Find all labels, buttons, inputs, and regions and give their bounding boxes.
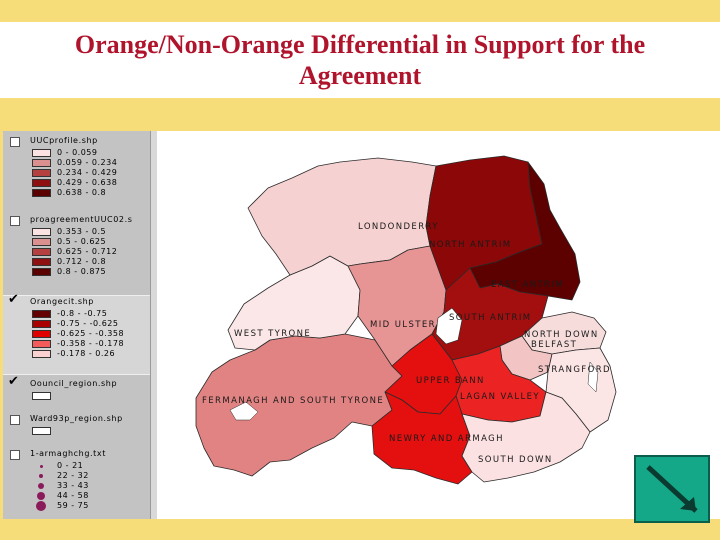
layer-uucprofile[interactable]: UUCprofile.shp 0 - 0.059 0.059 - 0.234 0… bbox=[3, 135, 150, 198]
layer-armaghchg[interactable]: 1-armaghchg.txt 0 - 21 22 - 32 33 - 43 4… bbox=[3, 448, 150, 511]
legend-panel: UUCprofile.shp 0 - 0.059 0.059 - 0.234 0… bbox=[3, 131, 151, 519]
slide-nav-button[interactable] bbox=[634, 455, 710, 523]
legend-class: 0.059 - 0.234 bbox=[32, 158, 150, 168]
legend-swatch bbox=[32, 340, 51, 348]
legend-dot-class: 22 - 32 bbox=[32, 471, 150, 481]
layer-ward93p-region[interactable]: Ward93p_region.shp bbox=[3, 413, 150, 436]
layer-visibility-checkbox[interactable] bbox=[10, 415, 20, 425]
legend-class bbox=[32, 391, 150, 401]
lough-neagh bbox=[435, 307, 463, 345]
map-canvas: LONDONDERRY NORTH ANTRIM EAST ANTRIM SOU… bbox=[195, 155, 617, 485]
legend-class: -0.625 - -0.358 bbox=[32, 329, 150, 339]
region-south-down bbox=[461, 391, 591, 483]
legend-class: -0.8 - -0.75 bbox=[32, 309, 150, 319]
legend-swatch bbox=[32, 310, 51, 318]
legend-dot-class: 33 - 43 bbox=[32, 481, 150, 491]
dot-symbol bbox=[39, 474, 43, 478]
legend-swatch bbox=[32, 159, 51, 167]
legend-class bbox=[32, 426, 150, 436]
layer-orangecit[interactable]: ✔ Orangecit.shp -0.8 - -0.75 -0.75 - -0.… bbox=[3, 292, 150, 375]
legend-class: 0.638 - 0.8 bbox=[32, 188, 150, 198]
legend-swatch bbox=[32, 330, 51, 338]
legend-swatch bbox=[32, 189, 51, 197]
title-banner: Orange/Non-Orange Differential in Suppor… bbox=[0, 22, 720, 98]
legend-class: 0.625 - 0.712 bbox=[32, 247, 150, 257]
label-north-down: NORTH DOWN bbox=[524, 330, 599, 340]
layer-name: proagreementUUC02.s bbox=[30, 215, 133, 224]
legend-dot-class: 44 - 58 bbox=[32, 491, 150, 501]
label-east-antrim: EAST ANTRIM bbox=[491, 280, 564, 290]
legend-swatch bbox=[32, 392, 51, 400]
legend-swatch bbox=[32, 258, 51, 266]
layer-name: Ward93p_region.shp bbox=[30, 414, 123, 423]
legend-class: 0.353 - 0.5 bbox=[32, 227, 150, 237]
legend-dot-class: 59 - 75 bbox=[32, 501, 150, 511]
label-newry-armagh: NEWRY AND ARMAGH bbox=[389, 434, 504, 444]
legend-swatch bbox=[32, 228, 51, 236]
legend-class: -0.178 - 0.26 bbox=[32, 349, 150, 359]
legend-class: 0.234 - 0.429 bbox=[32, 168, 150, 178]
layer-visibility-checkbox[interactable] bbox=[10, 450, 20, 460]
lough-erne bbox=[229, 401, 259, 421]
layer-proagreement[interactable]: proagreementUUC02.s 0.353 - 0.5 0.5 - 0.… bbox=[3, 214, 150, 277]
label-fermanagh-south-tyrone: FERMANAGH AND SOUTH TYRONE bbox=[202, 396, 384, 406]
layer-visibility-checkbox[interactable] bbox=[10, 137, 20, 147]
legend-class: 0.712 - 0.8 bbox=[32, 257, 150, 267]
label-belfast: BELFAST bbox=[531, 340, 577, 350]
legend-swatch bbox=[32, 169, 51, 177]
label-lagan-valley: LAGAN VALLEY bbox=[460, 392, 540, 402]
legend-swatch bbox=[32, 238, 51, 246]
label-west-tyrone: WEST TYRONE bbox=[234, 329, 311, 339]
label-south-antrim: SOUTH ANTRIM bbox=[449, 313, 532, 323]
dot-symbol bbox=[37, 492, 45, 500]
layer-name: Orangecit.shp bbox=[30, 297, 94, 306]
label-north-antrim: NORTH ANTRIM bbox=[429, 240, 512, 250]
layer-name: 1-armaghchg.txt bbox=[30, 449, 106, 458]
legend-class: -0.75 - -0.625 bbox=[32, 319, 150, 329]
label-upper-bann: UPPER BANN bbox=[416, 376, 485, 386]
legend-dot-class: 0 - 21 bbox=[32, 461, 150, 471]
layer-visibility-checkbox[interactable] bbox=[10, 216, 20, 226]
legend-class: -0.358 - -0.178 bbox=[32, 339, 150, 349]
label-londonderry: LONDONDERRY bbox=[358, 222, 439, 232]
legend-class: 0 - 0.059 bbox=[32, 148, 150, 158]
legend-swatch bbox=[32, 350, 51, 358]
dot-symbol bbox=[38, 483, 44, 489]
diagonal-arrow-icon bbox=[646, 465, 698, 513]
checkmark-icon[interactable]: ✔ bbox=[8, 292, 19, 307]
label-strangford: STRANGFORD bbox=[538, 365, 611, 375]
legend-swatch bbox=[32, 149, 51, 157]
dot-symbol bbox=[40, 465, 43, 468]
legend-class: 0.5 - 0.625 bbox=[32, 237, 150, 247]
label-mid-ulster: MID ULSTER bbox=[370, 320, 436, 330]
legend-swatch bbox=[32, 268, 51, 276]
layer-name: Oouncil_region.shp bbox=[30, 379, 118, 388]
label-south-down: SOUTH DOWN bbox=[478, 455, 553, 465]
legend-class: 0.8 - 0.875 bbox=[32, 267, 150, 277]
map-view[interactable]: LONDONDERRY NORTH ANTRIM EAST ANTRIM SOU… bbox=[157, 131, 720, 519]
legend-scrollbar[interactable] bbox=[150, 131, 157, 519]
legend-swatch bbox=[32, 320, 51, 328]
legend-class: 0.429 - 0.638 bbox=[32, 178, 150, 188]
dot-symbol bbox=[36, 501, 46, 511]
legend-swatch bbox=[32, 427, 51, 435]
legend-swatch bbox=[32, 248, 51, 256]
slide-title: Orange/Non-Orange Differential in Suppor… bbox=[74, 30, 646, 90]
layer-council-region[interactable]: ✔ Oouncil_region.shp bbox=[3, 374, 150, 401]
strangford-lough bbox=[587, 361, 599, 393]
layer-name: UUCprofile.shp bbox=[30, 136, 98, 145]
legend-swatch bbox=[32, 179, 51, 187]
checkmark-icon[interactable]: ✔ bbox=[8, 374, 19, 389]
